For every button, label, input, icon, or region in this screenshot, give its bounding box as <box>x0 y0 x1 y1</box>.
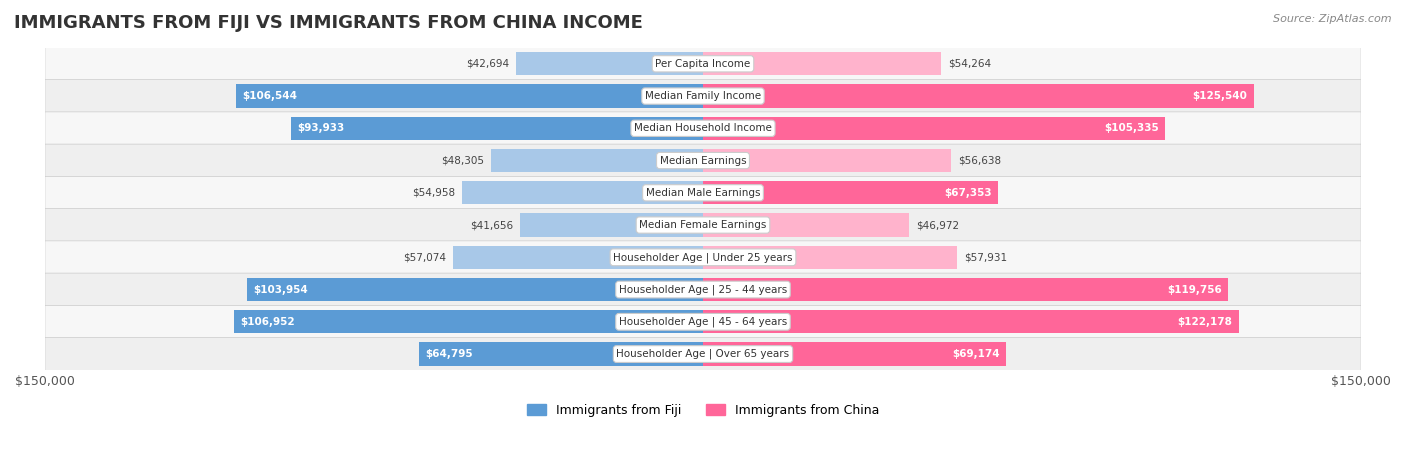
FancyBboxPatch shape <box>45 177 1361 209</box>
Text: $105,335: $105,335 <box>1104 123 1159 133</box>
Text: $125,540: $125,540 <box>1192 91 1247 101</box>
Text: $67,353: $67,353 <box>945 188 991 198</box>
Bar <box>703 117 1166 140</box>
Text: $64,795: $64,795 <box>426 349 472 359</box>
Text: $93,933: $93,933 <box>298 123 344 133</box>
Text: IMMIGRANTS FROM FIJI VS IMMIGRANTS FROM CHINA INCOME: IMMIGRANTS FROM FIJI VS IMMIGRANTS FROM … <box>14 14 643 32</box>
Bar <box>703 278 1229 301</box>
Text: $41,656: $41,656 <box>471 220 513 230</box>
FancyBboxPatch shape <box>45 305 1361 338</box>
Bar <box>703 149 952 172</box>
Text: $106,952: $106,952 <box>240 317 295 327</box>
Text: Householder Age | 45 - 64 years: Householder Age | 45 - 64 years <box>619 317 787 327</box>
Text: Householder Age | Under 25 years: Householder Age | Under 25 years <box>613 252 793 262</box>
FancyBboxPatch shape <box>45 112 1361 145</box>
Bar <box>236 85 703 108</box>
Bar <box>703 342 1007 366</box>
Text: $56,638: $56,638 <box>957 156 1001 166</box>
FancyBboxPatch shape <box>45 241 1361 274</box>
FancyBboxPatch shape <box>45 144 1361 177</box>
Bar <box>291 117 703 140</box>
Text: Householder Age | Over 65 years: Householder Age | Over 65 years <box>616 349 790 359</box>
Text: Householder Age | 25 - 44 years: Householder Age | 25 - 44 years <box>619 284 787 295</box>
Text: $69,174: $69,174 <box>952 349 1000 359</box>
Text: $57,074: $57,074 <box>404 252 446 262</box>
Bar <box>703 213 910 237</box>
Text: Median Household Income: Median Household Income <box>634 123 772 133</box>
Text: $46,972: $46,972 <box>915 220 959 230</box>
Text: Source: ZipAtlas.com: Source: ZipAtlas.com <box>1274 14 1392 24</box>
Text: $119,756: $119,756 <box>1167 284 1222 295</box>
Bar <box>233 310 703 333</box>
FancyBboxPatch shape <box>45 273 1361 306</box>
FancyBboxPatch shape <box>45 209 1361 241</box>
Bar <box>703 85 1254 108</box>
Text: $106,544: $106,544 <box>242 91 297 101</box>
Text: $103,954: $103,954 <box>253 284 308 295</box>
Text: Median Male Earnings: Median Male Earnings <box>645 188 761 198</box>
FancyBboxPatch shape <box>45 47 1361 80</box>
Bar <box>703 52 941 76</box>
Text: $122,178: $122,178 <box>1178 317 1233 327</box>
Bar <box>419 342 703 366</box>
Text: $42,694: $42,694 <box>465 59 509 69</box>
FancyBboxPatch shape <box>45 338 1361 370</box>
Bar <box>453 246 703 269</box>
Bar <box>703 181 998 205</box>
Text: $48,305: $48,305 <box>441 156 485 166</box>
Text: $54,958: $54,958 <box>412 188 456 198</box>
Bar <box>247 278 703 301</box>
Bar <box>516 52 703 76</box>
Text: $57,931: $57,931 <box>963 252 1007 262</box>
Text: Median Female Earnings: Median Female Earnings <box>640 220 766 230</box>
Text: $54,264: $54,264 <box>948 59 991 69</box>
Text: Median Earnings: Median Earnings <box>659 156 747 166</box>
Bar <box>491 149 703 172</box>
Text: Per Capita Income: Per Capita Income <box>655 59 751 69</box>
Bar <box>703 246 957 269</box>
Bar <box>463 181 703 205</box>
Legend: Immigrants from Fiji, Immigrants from China: Immigrants from Fiji, Immigrants from Ch… <box>522 399 884 422</box>
Bar <box>703 310 1239 333</box>
FancyBboxPatch shape <box>45 79 1361 113</box>
Bar <box>520 213 703 237</box>
Text: Median Family Income: Median Family Income <box>645 91 761 101</box>
